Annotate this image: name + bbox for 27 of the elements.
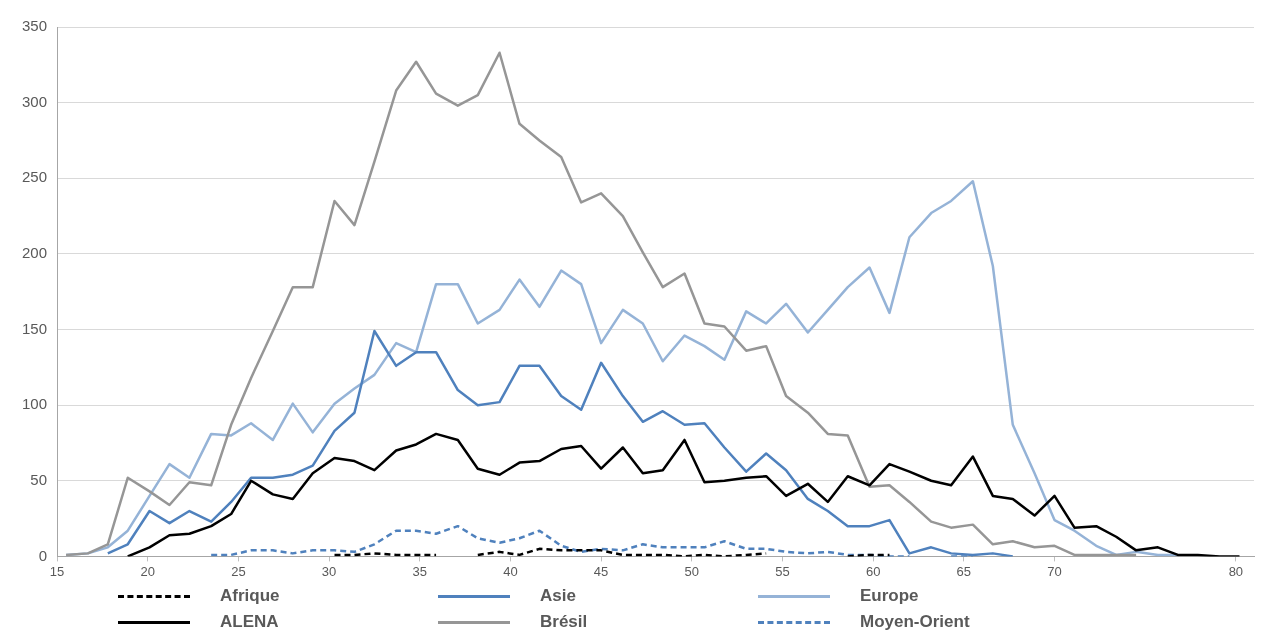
x-tick-label: 50 — [684, 563, 700, 579]
y-tick-label: 0 — [38, 546, 48, 564]
legend-label: Moyen-Orient — [860, 612, 970, 632]
y-tick-label: 300 — [22, 92, 48, 110]
x-tick-label: 70 — [1047, 563, 1062, 579]
x-tick-label: 20 — [140, 563, 155, 579]
x-tick-label: 30 — [321, 563, 337, 579]
legend-label: Afrique — [220, 586, 280, 606]
y-tick-label: 200 — [22, 244, 48, 262]
x-tick-label: 80 — [1228, 563, 1244, 579]
x-tick-label: 25 — [231, 563, 246, 579]
y-tick-label: 250 — [22, 168, 48, 186]
x-tick-label: 55 — [775, 563, 790, 579]
legend-label: ALENA — [220, 612, 279, 632]
legend-label: Europe — [860, 586, 919, 606]
y-tick-label: 350 — [22, 17, 48, 35]
x-tick-label: 15 — [49, 563, 65, 579]
x-tick-label: 40 — [503, 563, 518, 579]
legend-label: Brésil — [540, 612, 588, 632]
y-tick-label: 50 — [30, 470, 48, 488]
x-tick-label: 45 — [593, 563, 609, 579]
y-tick-label: 100 — [22, 395, 48, 413]
x-tick-label: 35 — [412, 563, 427, 579]
legend-label: Asie — [540, 586, 576, 606]
y-tick-label: 150 — [22, 319, 48, 337]
x-tick-label: 60 — [865, 563, 881, 579]
x-tick-label: 65 — [956, 563, 972, 579]
